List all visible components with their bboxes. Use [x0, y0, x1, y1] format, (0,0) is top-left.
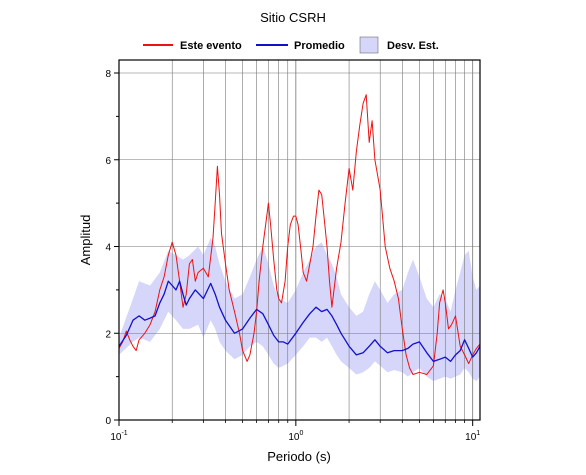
x-tick-label: 101 [465, 430, 480, 443]
y-tick-label: 2 [105, 329, 111, 340]
x-tick-label: 10-1 [110, 430, 127, 443]
y-tick-label: 0 [105, 416, 111, 427]
legend-label-desv-est: Desv. Est. [387, 40, 439, 52]
y-tick-label: 8 [105, 69, 111, 80]
x-tick-label: 100 [288, 430, 303, 443]
std-dev-band [119, 237, 480, 381]
plot-area: 0 2 4 6 8 10-1 100 101 [105, 59, 481, 443]
legend-label-este-evento: Este evento [180, 40, 242, 52]
series-line-este-evento [118, 94, 481, 375]
y-tick-label: 4 [105, 243, 111, 254]
x-axis-label: Periodo (s) [267, 449, 331, 464]
legend-swatch-desv-est [359, 36, 379, 54]
y-axis-label: Amplitud [78, 215, 93, 266]
plot-frame [118, 59, 481, 421]
series-line-promedio [118, 280, 481, 363]
legend-label-promedio: Promedio [294, 40, 345, 52]
legend: Este evento Promedio Desv. Est. [143, 36, 439, 54]
y-tick-label: 6 [105, 156, 111, 167]
chart-title: Sitio CSRH [260, 10, 326, 25]
